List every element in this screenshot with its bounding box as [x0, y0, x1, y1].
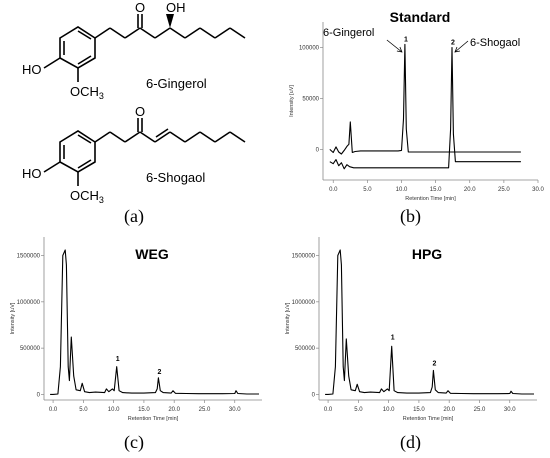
x-tick-label: 10.0 [383, 407, 395, 413]
y-tick-label: 500000 [295, 346, 316, 352]
arrow-gingerol [386, 39, 403, 53]
peak-label-2: 2 [432, 361, 436, 368]
peak-label-1: 1 [116, 356, 120, 363]
shogaol-structure [43, 118, 246, 186]
peak-label-2: 2 [451, 39, 455, 46]
chart-standard: 0.0 5.0 10.0 15.0 20.0 25.0 30.0 0 50000 100000 Re… [289, 9, 544, 202]
x-tick-label: 10.0 [108, 407, 120, 413]
panel-label-a: (a) [124, 206, 144, 226]
arrowhead-gingerol [396, 46, 403, 53]
panel-label-c: (c) [124, 432, 144, 452]
y-axis-label: Intensity [uV] [285, 302, 291, 334]
x-tick-label: 0.0 [329, 187, 338, 193]
x-tick-label: 25.0 [199, 407, 211, 413]
y-tick-label: 1500000 [292, 254, 316, 260]
shogaol-name: 6-Shogaol [146, 170, 205, 185]
series-line-2 [329, 46, 521, 170]
x-tick-label: 0.0 [49, 407, 58, 413]
shogaol-ring-oh: HO [22, 166, 42, 181]
x-tick-label: 15.0 [413, 407, 425, 413]
x-tick-label: 30.0 [504, 407, 516, 413]
gingerol-name: 6-Gingerol [146, 76, 207, 91]
x-tick-label: 15.0 [430, 187, 442, 193]
x-tick-label: 30.0 [532, 187, 544, 193]
arrow-shogaol [454, 40, 469, 53]
x-tick-label: 30.0 [229, 407, 241, 413]
peak-label-1: 1 [391, 335, 395, 342]
gingerol-hydroxyl: OH [166, 0, 186, 15]
gingerol-methoxy: OCH3 [70, 84, 104, 101]
y-tick-label: 0 [37, 392, 41, 398]
y-tick-label: 1000000 [17, 300, 41, 306]
x-tick-label: 5.0 [354, 407, 363, 413]
chart-weg: 0.0 5.0 10.0 15.0 20.0 25.0 30.0 0 500000 1000000… [10, 237, 262, 422]
x-axis-label: Retention Time [min] [128, 416, 179, 422]
peak-label-1: 1 [404, 36, 408, 43]
chart-title: Standard [390, 9, 451, 25]
x-tick-label: 25.0 [474, 407, 486, 413]
annotation-shogaol: 6-Shogaol [470, 37, 520, 49]
y-tick-label: 1000000 [292, 300, 316, 306]
gingerol-structure [43, 14, 246, 82]
y-tick-label: 50000 [302, 96, 319, 102]
x-tick-label: 5.0 [363, 187, 372, 193]
chart-hpg: 0.0 5.0 10.0 15.0 20.0 25.0 30.0 0 500000 1000000… [285, 237, 537, 422]
y-tick-label: 100000 [299, 45, 320, 51]
gingerol-wedge-bond [166, 14, 174, 28]
panel-label-b: (b) [400, 206, 421, 226]
x-tick-label: 20.0 [443, 407, 455, 413]
panel-label-d: (d) [400, 432, 421, 452]
series-line-1 [329, 43, 521, 155]
gingerol-ketone-o: O [135, 0, 145, 15]
y-axis-label: Intensity [uV] [10, 302, 16, 334]
y-tick-label: 500000 [20, 346, 41, 352]
peak-label-2: 2 [157, 369, 161, 376]
x-axis-label: Retention Time [min] [405, 196, 456, 202]
annotation-gingerol: 6-Gingerol [323, 27, 374, 39]
series-line-1 [325, 249, 534, 395]
y-axis-label: Intensity [uV] [289, 85, 295, 117]
x-tick-label: 25.0 [498, 187, 510, 193]
gingerol-ring-oh: HO [22, 62, 42, 77]
y-tick-label: 0 [312, 392, 316, 398]
chart-title: HPG [412, 246, 442, 262]
x-tick-label: 20.0 [464, 187, 476, 193]
x-tick-label: 10.0 [396, 187, 408, 193]
series-line-1 [50, 249, 259, 395]
shogaol-methoxy: OCH3 [70, 188, 104, 205]
structures-panel: O OH HO OCH3 6-Gingerol O HO OCH3 6-Shog… [22, 0, 246, 205]
x-tick-label: 0.0 [324, 407, 333, 413]
x-tick-label: 20.0 [168, 407, 180, 413]
x-tick-label: 15.0 [138, 407, 150, 413]
arrowhead-shogaol [454, 46, 461, 53]
y-tick-label: 0 [316, 147, 320, 153]
x-tick-label: 5.0 [79, 407, 88, 413]
x-axis-label: Retention Time [min] [403, 416, 454, 422]
shogaol-ketone-o: O [135, 104, 145, 119]
y-tick-label: 1500000 [17, 254, 41, 260]
chart-title: WEG [135, 246, 169, 262]
